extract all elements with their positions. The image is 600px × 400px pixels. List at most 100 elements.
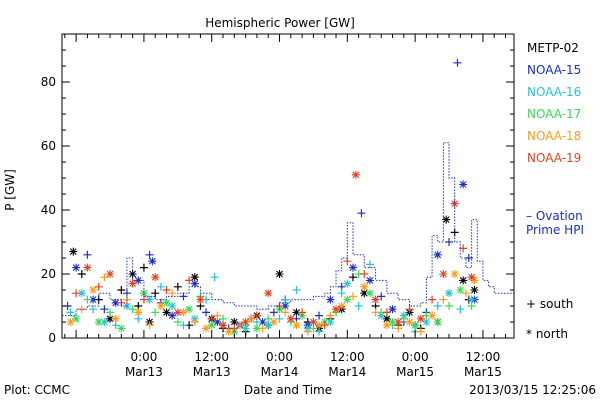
data-point-north <box>470 286 479 294</box>
data-point-north <box>69 247 78 256</box>
data-point-north <box>292 321 301 330</box>
data-point-north <box>111 298 120 307</box>
data-point-south <box>117 286 126 294</box>
data-point-north <box>190 279 199 288</box>
data-point-north <box>433 250 442 259</box>
series-metp-02 <box>69 215 479 336</box>
data-point-south <box>281 295 290 304</box>
data-point-south <box>128 305 137 314</box>
legend-symbol-south: + south <box>526 297 573 311</box>
footer-plot-source: Plot: CCMC <box>4 383 70 397</box>
data-point-south <box>72 289 81 298</box>
data-point-north <box>258 318 267 326</box>
data-point-south <box>377 292 386 301</box>
data-point-north <box>111 314 120 323</box>
data-point-north <box>247 314 256 323</box>
data-point-south <box>281 308 290 317</box>
data-point-south <box>100 305 109 314</box>
data-point-south <box>156 282 165 291</box>
data-point-north <box>72 314 81 323</box>
legend-entry: METP-02 <box>527 41 579 55</box>
legend-entry: NOAA-17 <box>527 107 581 121</box>
data-point-south <box>252 311 261 320</box>
data-point-north <box>230 318 239 326</box>
data-point-south <box>337 289 346 298</box>
x-tick-label-time: 12:00 <box>194 350 229 364</box>
ovation-hpi-line <box>62 142 514 317</box>
data-point-south <box>235 321 244 330</box>
data-point-north <box>241 318 250 326</box>
series-noaa-19 <box>72 170 476 333</box>
footer-timestamp: 2013/03/15 12:25:06 <box>469 383 596 397</box>
legend-symbol-north: * north <box>526 327 568 341</box>
data-point-north <box>281 302 290 310</box>
data-point-north <box>442 215 451 224</box>
data-point-south <box>382 308 391 317</box>
data-point-south <box>139 263 148 272</box>
data-point-south <box>464 254 473 262</box>
data-point-north <box>185 305 194 314</box>
data-point-south <box>445 302 454 310</box>
data-point-north <box>411 321 420 330</box>
data-point-south <box>348 273 357 282</box>
data-point-north <box>456 286 465 294</box>
data-point-north <box>422 318 431 326</box>
data-point-north <box>252 324 261 333</box>
data-point-south <box>439 295 448 304</box>
data-point-south <box>100 273 109 282</box>
y-axis-label: P [GW] <box>3 169 17 211</box>
x-tick-label-date: Mar13 <box>125 365 163 379</box>
data-point-south <box>207 314 216 323</box>
data-point-north <box>315 321 324 330</box>
data-point-north <box>445 289 454 298</box>
data-point-north <box>343 279 352 288</box>
data-point-south <box>433 302 442 310</box>
data-point-south <box>371 308 380 317</box>
data-point-north <box>151 273 160 282</box>
data-point-north <box>326 318 335 326</box>
data-point-north <box>94 318 103 326</box>
data-point-south <box>357 209 366 218</box>
plot-area <box>62 58 514 336</box>
data-point-north <box>77 289 86 298</box>
series-noaa-15 <box>63 58 479 333</box>
x-tick-label-date: Mar15 <box>396 365 434 379</box>
data-point-north <box>292 308 301 317</box>
data-point-north <box>450 270 459 278</box>
data-point-north <box>309 318 318 326</box>
data-point-north <box>371 295 380 304</box>
series-noaa-18 <box>66 270 479 336</box>
data-point-south <box>428 295 437 304</box>
data-point-north <box>145 295 154 304</box>
x-tick-label-time: 0:00 <box>402 350 429 364</box>
data-point-north <box>134 276 143 285</box>
data-point-north <box>433 318 442 326</box>
data-point-south <box>348 292 357 301</box>
legend-entry: NOAA-18 <box>527 129 581 143</box>
data-point-north <box>405 318 414 326</box>
data-point-north <box>450 199 459 208</box>
data-point-north <box>467 295 476 304</box>
x-tick-label-date: Mar14 <box>328 365 366 379</box>
data-point-south <box>405 305 414 314</box>
legend-ovation-label: – Ovation <box>526 209 583 223</box>
data-point-north <box>264 321 273 330</box>
data-point-south <box>179 292 188 301</box>
data-point-north <box>286 314 295 323</box>
data-point-north <box>117 324 126 333</box>
data-point-south <box>66 308 75 317</box>
data-point-south <box>459 244 468 253</box>
legend-entry: NOAA-19 <box>527 151 581 165</box>
x-tick-label-time: 0:00 <box>130 350 157 364</box>
data-point-north <box>470 276 479 285</box>
data-point-north <box>365 276 374 285</box>
data-point-south <box>83 295 92 304</box>
data-point-south <box>416 327 425 336</box>
data-point-south <box>456 305 465 314</box>
data-point-south <box>320 321 329 330</box>
data-point-north <box>162 298 171 307</box>
data-point-north <box>196 295 205 304</box>
data-point-south <box>89 305 98 314</box>
x-tick-label-time: 12:00 <box>466 350 501 364</box>
data-point-south <box>303 327 312 336</box>
